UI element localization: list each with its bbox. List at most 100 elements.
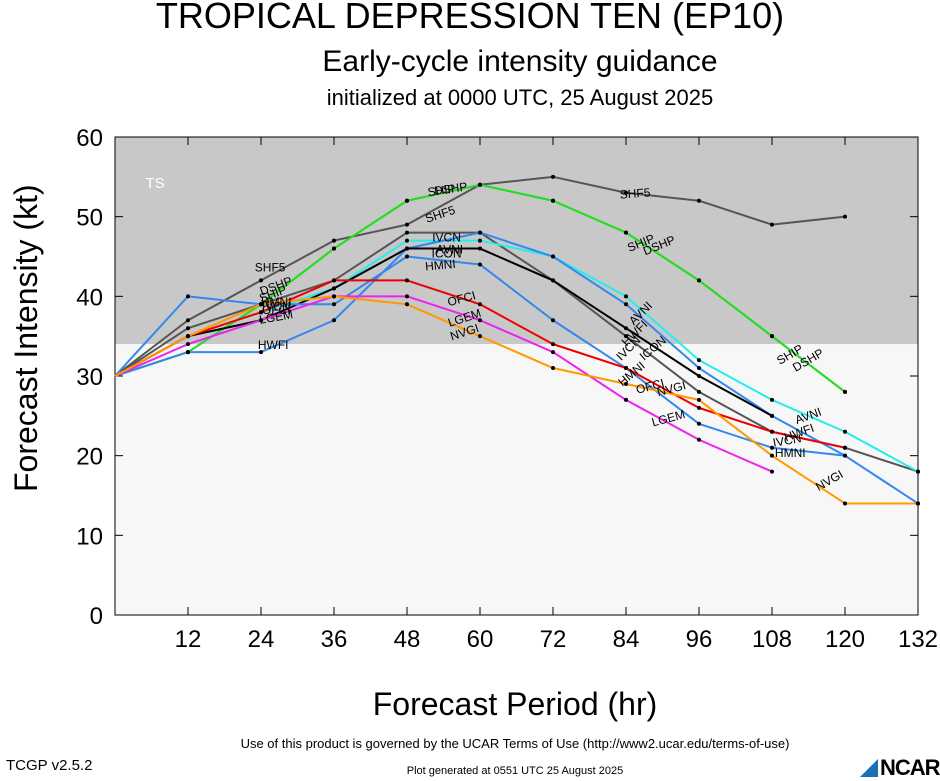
- x-tick-label-36: 36: [321, 626, 348, 653]
- point-hwfi-36: [332, 318, 336, 323]
- point-icon-36: [332, 286, 336, 291]
- y-tick-label-40: 40: [76, 284, 103, 311]
- point-ofci-108: [770, 429, 774, 434]
- point-hwfi-60: [478, 230, 482, 235]
- x-tick-label-132: 132: [898, 626, 938, 653]
- point-hmni-72: [551, 318, 555, 323]
- point-nvgi-60: [478, 334, 482, 339]
- point-ofci-72: [551, 342, 555, 347]
- series-line-icon: [114, 247, 773, 417]
- y-tick-label-10: 10: [76, 523, 103, 550]
- point-shf5-12: [186, 318, 190, 323]
- point-hwfi-84: [624, 302, 628, 307]
- point-avni-108: [770, 397, 774, 402]
- point-avni-60: [478, 238, 482, 243]
- point-hwfi-96: [697, 366, 701, 371]
- init-time: initialized at 0000 UTC, 25 August 2025: [326, 85, 714, 110]
- point-nvgi-96: [697, 397, 701, 402]
- point-hmni-48: [405, 254, 409, 259]
- series-label-avni-15: AVNI: [436, 242, 463, 256]
- series-line-nvgi: [114, 295, 918, 505]
- point-hmni-60: [478, 262, 482, 267]
- y-tick-label-20: 20: [76, 444, 103, 471]
- point-hmni-120: [843, 453, 847, 458]
- x-tick-label-24: 24: [248, 626, 275, 653]
- intensity-bands: TS: [115, 137, 918, 615]
- series-label-hmni-26: HMNI: [775, 446, 806, 460]
- point-lgem-12: [186, 342, 190, 347]
- x-tick-label-72: 72: [540, 626, 567, 653]
- x-tick-label-84: 84: [613, 626, 640, 653]
- x-tick-label-120: 120: [825, 626, 865, 653]
- point-icon-96: [697, 374, 701, 378]
- series-label-shf5-0: SHF5: [255, 261, 286, 275]
- series-line-hwfi: [114, 231, 919, 505]
- series-label-dshp-4: DSHP: [433, 180, 468, 199]
- point-icon-108: [770, 413, 774, 418]
- point-ofci-84: [624, 366, 628, 371]
- point-avni-132: [916, 469, 920, 474]
- point-avni-84: [624, 294, 628, 299]
- point-hmni-36: [332, 302, 336, 307]
- series-label-ivcn-14: IVCN: [772, 431, 803, 450]
- point-ship-48: [405, 198, 409, 203]
- point-nvgi-48: [405, 302, 409, 307]
- ncar-logo-text: NCAR: [880, 755, 940, 780]
- chart-title: TROPICAL DEPRESSION TEN (EP10): [155, 0, 785, 36]
- point-shf5-96: [697, 198, 701, 203]
- point-lgem-60: [478, 318, 482, 323]
- point-nvgi-108: [770, 453, 774, 458]
- chart-subtitle: Early-cycle intensity guidance: [322, 45, 718, 78]
- ncar-logo: NCAR: [860, 755, 940, 781]
- point-lgem-84: [624, 397, 628, 402]
- point-hmni-12: [186, 294, 190, 299]
- x-tick-label-60: 60: [467, 626, 494, 653]
- version-label: TCGP v2.5.2: [6, 757, 93, 774]
- y-axis-label: Forecast Intensity (kt): [8, 184, 44, 492]
- point-nvgi-132: [916, 501, 920, 506]
- point-nvgi-72: [551, 366, 555, 371]
- point-nvgi-36: [332, 294, 336, 299]
- point-shf5-108: [770, 222, 774, 227]
- point-ivcn-12: [186, 326, 190, 331]
- point-ofci-60: [478, 302, 482, 307]
- point-hwfi-24: [259, 350, 263, 355]
- point-avni-96: [697, 358, 701, 363]
- point-avni-48: [405, 238, 409, 243]
- series-label-hwfi-18: HWFI: [258, 338, 289, 352]
- ncar-logo-icon: [860, 759, 878, 777]
- point-ofci-96: [697, 405, 701, 410]
- point-hmni-96: [697, 421, 701, 426]
- y-tick-label-60: 60: [76, 125, 103, 152]
- point-shf5-84: [624, 190, 628, 195]
- x-axis-label: Forecast Period (hr): [372, 686, 658, 722]
- series-label-lgem-30: LGEM: [258, 307, 294, 327]
- series-label-ivcn-12: IVCN: [262, 300, 291, 314]
- point-ship-84: [624, 230, 628, 235]
- point-nvgi-84: [624, 381, 628, 386]
- axes: 12 24 36 48 60 72 84 96 108 120 132 0 10 20 30 40 50 60: [76, 125, 938, 653]
- point-shf5-72: [551, 174, 555, 179]
- point-lgem-48: [405, 294, 409, 299]
- point-ofci-36: [332, 278, 336, 283]
- y-tick-label-0: 0: [90, 603, 103, 630]
- point-ivcn-48: [405, 230, 409, 235]
- point-ship-120: [843, 389, 847, 394]
- point-ivcn-84: [624, 334, 628, 339]
- point-icon-84: [624, 326, 628, 331]
- point-nvgi-120: [843, 501, 847, 506]
- point-ship-108: [770, 334, 774, 339]
- x-tick-label-108: 108: [752, 626, 792, 653]
- point-nvgi-12: [186, 334, 190, 339]
- series-line-lgem: [114, 295, 773, 473]
- series-label-icon-21: ICON: [432, 246, 462, 260]
- point-lgem-96: [697, 437, 701, 442]
- point-ofci-24: [259, 310, 263, 315]
- point-hmni-108: [770, 445, 774, 450]
- point-icon-72: [551, 278, 555, 283]
- point-shf5-120: [843, 214, 847, 219]
- point-hwfi-72: [551, 254, 555, 259]
- series-label-shf5-2: SHF5: [619, 185, 651, 201]
- point-lgem-24: [259, 318, 263, 323]
- point-shf5-36: [332, 238, 336, 243]
